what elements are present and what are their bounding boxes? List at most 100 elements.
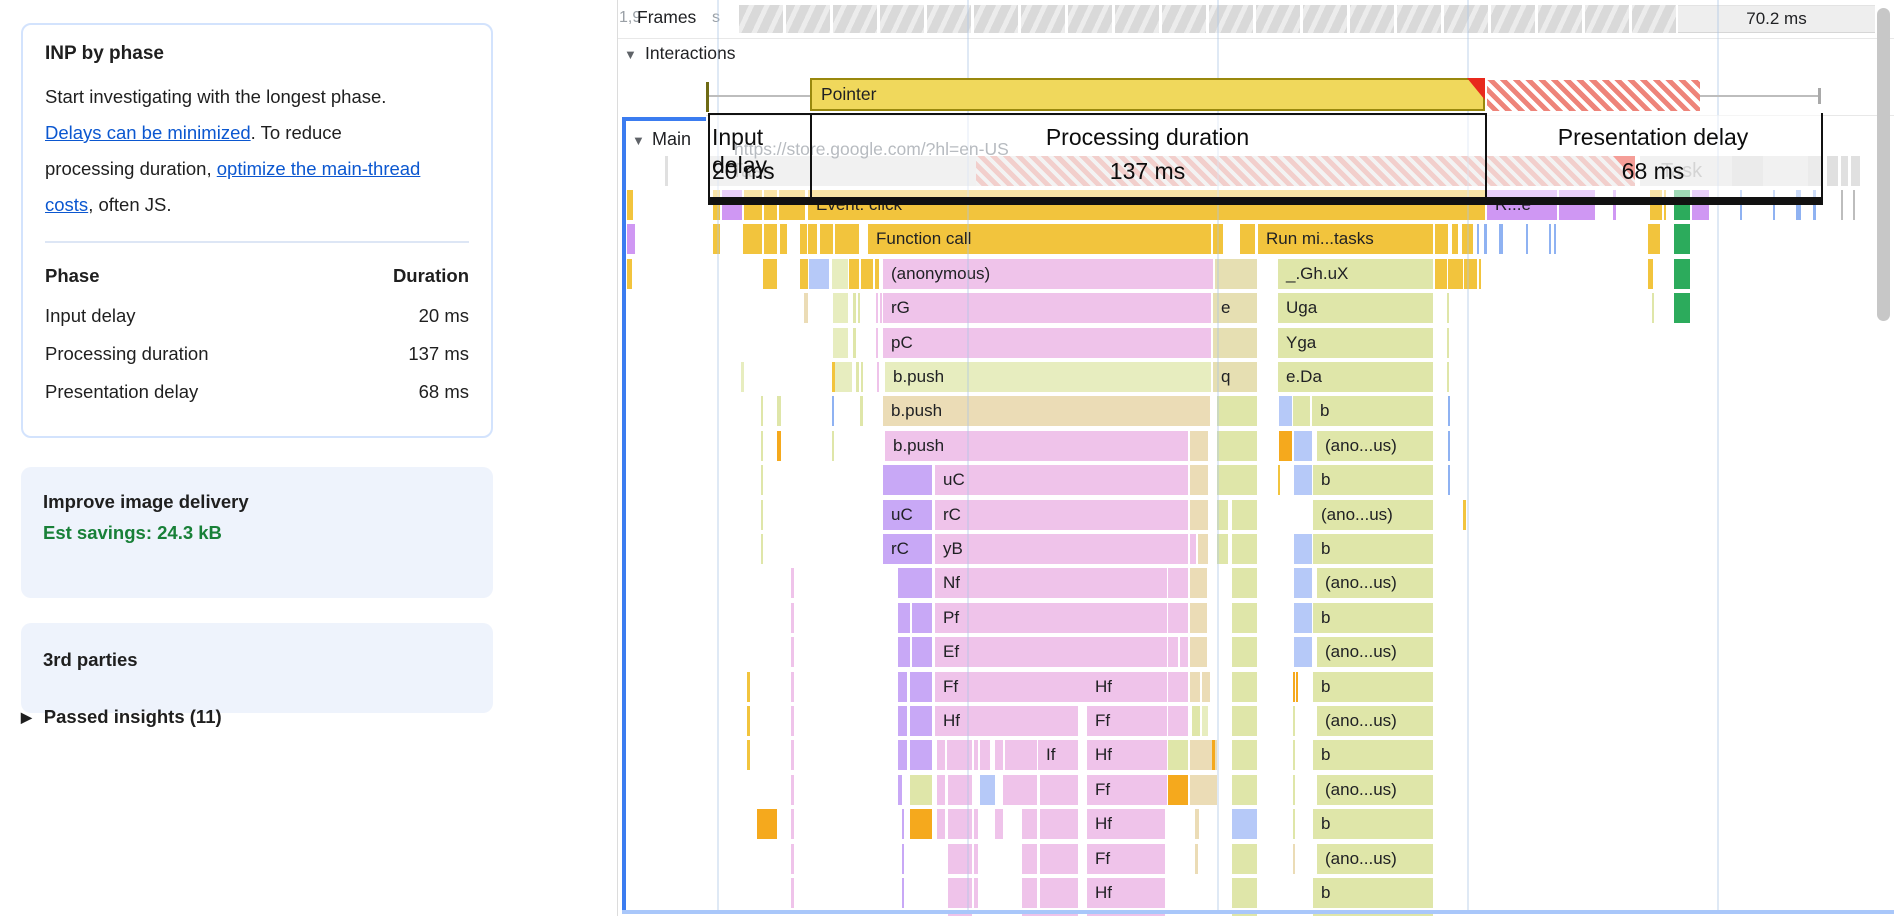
flame-bar[interactable]: [910, 740, 932, 771]
flame-bar[interactable]: [898, 706, 907, 736]
flame-bar[interactable]: b: [1313, 809, 1433, 840]
flame-bar[interactable]: [1294, 534, 1312, 564]
flame-bar[interactable]: b: [1313, 740, 1433, 771]
flame-bar[interactable]: [791, 843, 794, 874]
flame-bar[interactable]: [912, 637, 932, 668]
flame-bar[interactable]: [1213, 327, 1257, 358]
flame-bar[interactable]: pC: [883, 327, 1211, 358]
flame-bar[interactable]: [800, 224, 807, 255]
flame-bar[interactable]: [1192, 706, 1200, 736]
flame-bar[interactable]: [1674, 258, 1690, 289]
flame-bar[interactable]: e: [1213, 293, 1257, 324]
flame-bar[interactable]: [1652, 293, 1654, 324]
flame-bar[interactable]: b: [1313, 534, 1433, 564]
flame-bar[interactable]: rC: [883, 534, 932, 564]
flame-bar[interactable]: Pf: [935, 602, 1167, 633]
flame-bar[interactable]: [1674, 293, 1690, 324]
flame-bar[interactable]: [974, 878, 978, 908]
flame-bar[interactable]: [937, 774, 945, 805]
flame-bar[interactable]: [1479, 258, 1481, 289]
flame-bar[interactable]: [1278, 465, 1280, 496]
flame-bar[interactable]: [832, 258, 848, 289]
flame-bar[interactable]: [1232, 740, 1257, 771]
flame-bar[interactable]: [747, 671, 750, 702]
flame-bar[interactable]: [1195, 843, 1198, 874]
flame-bar[interactable]: [948, 878, 972, 908]
flame-bar[interactable]: [832, 430, 834, 461]
flame-bar[interactable]: [1279, 430, 1292, 461]
flame-bar[interactable]: [1232, 637, 1257, 668]
flame-bar[interactable]: [1217, 430, 1257, 461]
flame-bar[interactable]: [853, 293, 856, 324]
flame-bar[interactable]: Ff: [1087, 843, 1165, 874]
flame-bar[interactable]: [1232, 534, 1257, 564]
flame-bar[interactable]: [833, 327, 848, 358]
flame-bar[interactable]: Yga: [1278, 327, 1433, 358]
flame-bar[interactable]: [1279, 396, 1292, 427]
flame-bar[interactable]: [1464, 258, 1477, 289]
flame-bar[interactable]: [1215, 258, 1257, 289]
flame-bar[interactable]: [1648, 224, 1660, 255]
flame-bar[interactable]: [1190, 568, 1207, 599]
flame-bar[interactable]: [861, 362, 863, 392]
flame-bar[interactable]: [974, 809, 978, 840]
flame-bar[interactable]: [1190, 602, 1207, 633]
flame-bar[interactable]: _.Gh.uX: [1278, 258, 1433, 289]
flame-bar[interactable]: [791, 740, 794, 771]
flame-bar[interactable]: [1293, 774, 1295, 805]
flame-bar[interactable]: [791, 568, 794, 599]
flame-bar[interactable]: [791, 706, 794, 736]
flame-bar[interactable]: [948, 843, 972, 874]
flame-bar[interactable]: [1168, 602, 1188, 633]
flame-bar[interactable]: [1463, 499, 1466, 530]
flame-bar[interactable]: (ano...us): [1317, 430, 1433, 461]
flame-bar[interactable]: [1190, 430, 1208, 461]
flame-bar[interactable]: [910, 809, 932, 840]
flame-bar[interactable]: [1293, 706, 1295, 736]
flame-bar[interactable]: [910, 671, 932, 702]
flame-bar[interactable]: [1232, 499, 1257, 530]
flame-bar[interactable]: [912, 602, 932, 633]
flame-bar[interactable]: [858, 293, 860, 324]
flame-bar[interactable]: [1484, 224, 1487, 255]
flame-bar[interactable]: [1180, 637, 1188, 668]
flame-bar[interactable]: Function call: [868, 224, 1211, 255]
flame-bar[interactable]: [860, 396, 863, 427]
flame-bar[interactable]: [849, 258, 859, 289]
flame-bar[interactable]: [902, 843, 904, 874]
flame-bar[interactable]: [1040, 809, 1078, 840]
flame-bar[interactable]: uC: [935, 465, 1188, 496]
flame-bar[interactable]: [995, 809, 1003, 840]
flame-bar[interactable]: [741, 362, 744, 392]
flame-bar[interactable]: [791, 809, 794, 840]
flame-bar[interactable]: [832, 396, 834, 427]
flame-bar[interactable]: [1462, 224, 1473, 255]
flame-bar[interactable]: [1022, 878, 1037, 908]
frame-duration-box[interactable]: 70.2 ms: [1678, 5, 1875, 33]
flame-bar[interactable]: [1664, 190, 1666, 220]
flame-bar[interactable]: [948, 912, 972, 916]
insight-link[interactable]: costs: [45, 194, 89, 215]
flame-bar[interactable]: [902, 878, 904, 908]
flame-bar[interactable]: [1796, 190, 1801, 220]
flame-bar[interactable]: [1452, 224, 1458, 255]
flame-bar[interactable]: [747, 706, 750, 736]
task-bar[interactable]: [1851, 156, 1860, 186]
flame-bar[interactable]: [898, 671, 907, 702]
main-track-label[interactable]: Main: [652, 129, 692, 149]
flame-bar[interactable]: Nf: [935, 568, 1167, 599]
flame-bar[interactable]: [747, 740, 750, 771]
flame-bar[interactable]: (ano...us): [1317, 774, 1433, 805]
flame-bar[interactable]: yB: [935, 534, 1188, 564]
flame-bar[interactable]: [1195, 809, 1199, 840]
improve-image-delivery-card[interactable]: Improve image delivery Est savings: 24.3…: [21, 467, 493, 598]
flame-bar[interactable]: [1293, 671, 1295, 702]
task-bar[interactable]: [1827, 156, 1838, 186]
flame-bar[interactable]: [713, 190, 720, 220]
flame-bar[interactable]: [974, 740, 978, 771]
flame-bar[interactable]: [1190, 465, 1208, 496]
flame-bar[interactable]: Hf: [1087, 878, 1165, 908]
flame-bar[interactable]: [1217, 396, 1257, 427]
flame-bar[interactable]: [1168, 637, 1178, 668]
frames-track-label[interactable]: Frames: [637, 7, 697, 27]
